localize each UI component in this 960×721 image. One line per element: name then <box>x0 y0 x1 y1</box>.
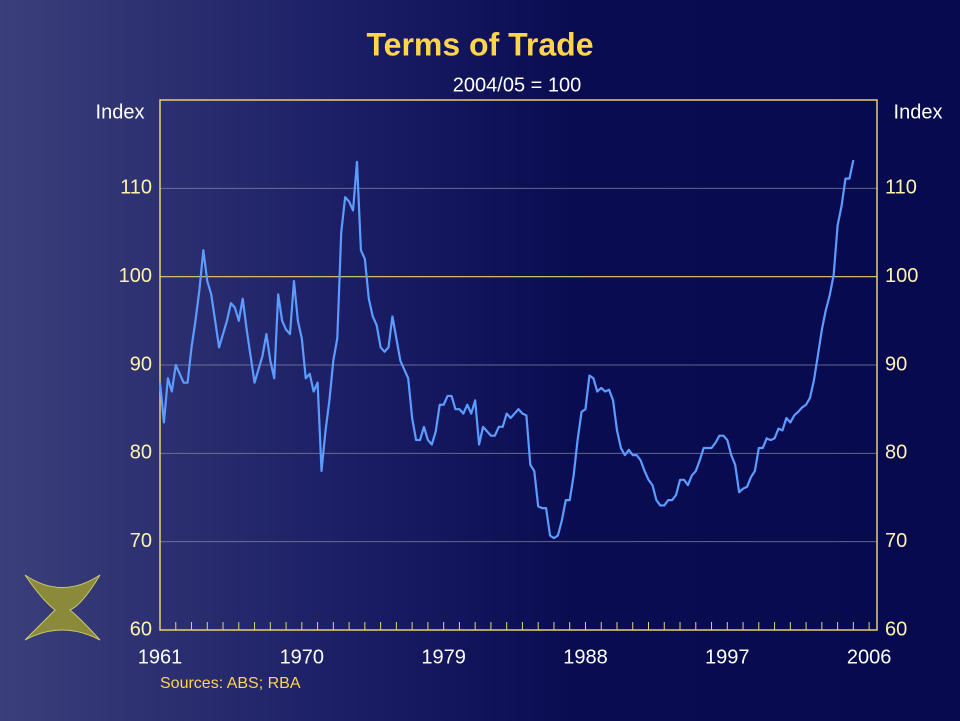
y2-tick-label: 70 <box>885 530 907 552</box>
y2-tick-label: 80 <box>885 442 907 464</box>
y2-tick-label: 60 <box>885 618 907 640</box>
logo <box>24 574 101 641</box>
plot-frame <box>159 99 878 631</box>
y-tick-label: 80 <box>130 442 152 464</box>
x-tick-label: 1970 <box>280 646 325 668</box>
y2-tick-label: 100 <box>885 265 918 287</box>
y-tick-label: 100 <box>119 265 152 287</box>
y2-tick-label: 110 <box>885 177 917 199</box>
y-tick-label: 60 <box>130 618 152 640</box>
y-tick-label: 90 <box>130 353 152 375</box>
data-line <box>158 159 855 540</box>
x-tick-label: 1997 <box>705 646 750 668</box>
chart-title: Terms of Trade <box>366 26 593 62</box>
y-tick-label: 110 <box>120 177 152 199</box>
y2-axis-label: Index <box>894 101 943 123</box>
x-tick-label: 1961 <box>138 646 183 668</box>
source-note: Sources: ABS; RBA <box>160 675 301 692</box>
y-axis-label: Index <box>96 101 145 123</box>
x-tick-label: 1979 <box>421 646 466 668</box>
chart-subtitle: 2004/05 = 100 <box>453 74 581 96</box>
x-tick-label: 2006 <box>847 646 892 668</box>
y2-tick-label: 90 <box>885 353 907 375</box>
x-tick-label: 1988 <box>563 646 608 668</box>
y-tick-label: 70 <box>130 530 152 552</box>
